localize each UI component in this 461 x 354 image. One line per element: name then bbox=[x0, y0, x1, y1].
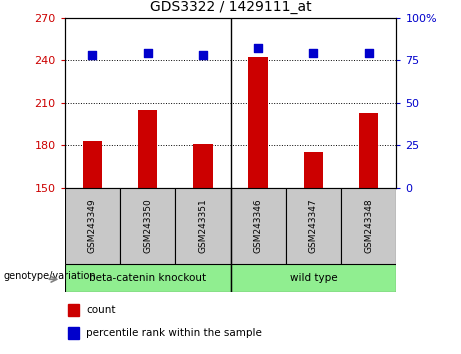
Bar bbox=[286, 188, 341, 264]
Point bbox=[365, 51, 372, 56]
Text: GSM243348: GSM243348 bbox=[364, 198, 373, 253]
Point bbox=[254, 45, 262, 51]
Point bbox=[144, 51, 151, 56]
Bar bbox=[68, 327, 79, 339]
Text: percentile rank within the sample: percentile rank within the sample bbox=[86, 328, 262, 338]
Bar bbox=[68, 304, 79, 316]
Text: GSM243349: GSM243349 bbox=[88, 198, 97, 253]
Bar bbox=[120, 188, 175, 264]
Bar bbox=[341, 188, 396, 264]
Text: GSM243347: GSM243347 bbox=[309, 198, 318, 253]
Point bbox=[89, 52, 96, 58]
Text: beta-catenin knockout: beta-catenin knockout bbox=[89, 273, 206, 283]
Title: GDS3322 / 1429111_at: GDS3322 / 1429111_at bbox=[150, 0, 311, 14]
Bar bbox=[304, 152, 323, 188]
Bar bbox=[175, 188, 230, 264]
Text: GSM243351: GSM243351 bbox=[198, 198, 207, 253]
Bar bbox=[230, 188, 286, 264]
Bar bbox=[65, 264, 230, 292]
Text: wild type: wild type bbox=[290, 273, 337, 283]
Bar bbox=[65, 188, 120, 264]
Bar bbox=[83, 141, 102, 188]
Text: GSM243350: GSM243350 bbox=[143, 198, 152, 253]
Bar bbox=[248, 57, 268, 188]
Bar bbox=[138, 110, 157, 188]
Text: genotype/variation: genotype/variation bbox=[3, 272, 96, 281]
Text: GSM243346: GSM243346 bbox=[254, 198, 263, 253]
Point bbox=[310, 51, 317, 56]
Bar bbox=[230, 264, 396, 292]
Bar bbox=[359, 113, 378, 188]
Text: count: count bbox=[86, 305, 116, 315]
Point bbox=[199, 52, 207, 58]
Bar bbox=[193, 144, 213, 188]
